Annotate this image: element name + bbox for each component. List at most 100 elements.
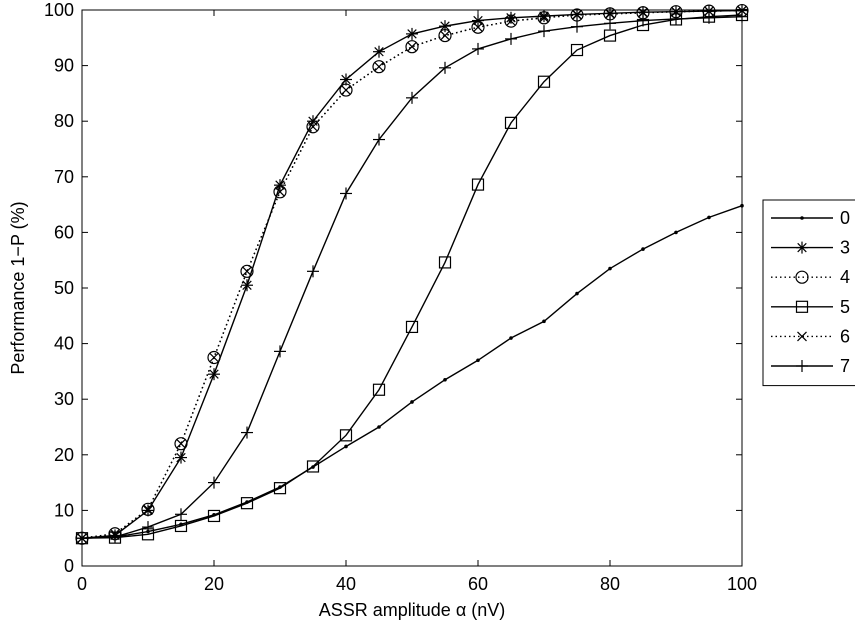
data-point: [308, 121, 318, 132]
data-point: [471, 20, 485, 34]
data-point: [641, 247, 645, 251]
data-point: [242, 266, 252, 277]
data-point: [208, 476, 220, 489]
data-point: [142, 504, 154, 517]
point-marker: [674, 230, 678, 235]
point-marker: [176, 452, 186, 463]
data-point: [542, 319, 546, 324]
y-axis-ticks: 0 10 20 30 40 50 60 70 80 90 100: [44, 0, 742, 576]
legend-label: 0: [840, 208, 850, 228]
data-point: [604, 17, 616, 30]
data-point: [372, 383, 386, 396]
data-point: [605, 8, 615, 19]
data-point: [476, 358, 480, 363]
point-marker: [506, 16, 516, 27]
data-point: [443, 377, 447, 382]
legend-label: 6: [840, 326, 850, 346]
point-marker: [575, 291, 579, 296]
x-tick-label: 60: [468, 574, 488, 594]
data-point: [505, 11, 517, 24]
legend-item: 0: [771, 208, 850, 228]
data-point: [339, 83, 353, 97]
point-marker: [603, 29, 617, 42]
data-point: [406, 91, 418, 104]
legend-label: 5: [840, 297, 850, 317]
point-marker: [176, 438, 186, 449]
y-tick-label: 40: [54, 334, 74, 354]
data-point: [273, 185, 287, 199]
point-marker: [143, 504, 153, 515]
x-tick-label: 40: [336, 574, 356, 594]
x-tick-label: 20: [204, 574, 224, 594]
data-point: [504, 116, 518, 129]
point-marker: [242, 280, 252, 290]
data-point: [737, 5, 747, 16]
series-line: [81, 205, 743, 539]
point-marker: [605, 8, 615, 19]
y-tick-label: 30: [54, 389, 74, 409]
x-axis-ticks: 0 20 40 60 80 100: [77, 10, 757, 594]
point-marker: [438, 256, 452, 269]
data-point: [405, 40, 419, 54]
data-point: [505, 32, 517, 45]
data-point: [570, 43, 584, 57]
point-marker: [141, 502, 155, 516]
point-marker: [638, 7, 648, 18]
y-tick-label: 50: [54, 278, 74, 298]
series-0: [80, 203, 744, 540]
point-marker: [407, 41, 417, 52]
point-marker: [443, 377, 447, 382]
point-marker: [440, 21, 450, 31]
data-point: [438, 256, 452, 269]
data-point: [539, 12, 549, 23]
point-marker: [174, 437, 188, 451]
point-marker: [344, 444, 348, 449]
data-point: [575, 291, 579, 296]
point-marker: [438, 28, 452, 43]
data-point: [509, 336, 513, 340]
point-marker: [306, 460, 320, 473]
legend-item: 7: [771, 356, 850, 376]
x-axis-label: ASSR amplitude α (nV): [319, 600, 505, 620]
data-point: [344, 444, 348, 449]
data-point: [377, 425, 381, 429]
data-point: [538, 25, 550, 38]
y-tick-label: 70: [54, 167, 74, 187]
x-tick-label: 0: [77, 574, 87, 594]
point-marker: [795, 300, 809, 313]
point-marker: [407, 29, 417, 39]
point-marker: [405, 320, 419, 334]
data-point: [175, 451, 187, 464]
data-point: [241, 426, 253, 439]
data-point: [176, 438, 186, 449]
data-point: [275, 186, 285, 197]
data-point: [340, 187, 352, 200]
series-7: [76, 10, 748, 545]
legend-label: 3: [840, 238, 850, 258]
point-marker: [471, 178, 485, 191]
data-point: [208, 368, 220, 381]
data-point: [538, 10, 550, 23]
point-marker: [174, 519, 188, 533]
data-point: [374, 61, 384, 72]
point-marker: [797, 242, 807, 253]
point-marker: [410, 400, 414, 404]
data-point: [339, 429, 353, 442]
data-point: [670, 12, 682, 25]
data-point: [207, 350, 221, 365]
data-point: [472, 14, 484, 27]
data-point: [406, 27, 418, 40]
data-point: [736, 10, 748, 23]
point-marker: [242, 266, 252, 277]
y-tick-label: 80: [54, 111, 74, 131]
point-marker: [372, 383, 386, 396]
legend-item: 5: [771, 297, 850, 317]
point-marker: [473, 15, 483, 26]
series-layer: [75, 3, 749, 545]
data-point: [273, 482, 287, 495]
data-point: [306, 460, 320, 473]
data-point: [141, 502, 155, 516]
legend-item: 3: [771, 238, 850, 258]
data-point: [143, 504, 153, 515]
data-point: [472, 42, 484, 55]
